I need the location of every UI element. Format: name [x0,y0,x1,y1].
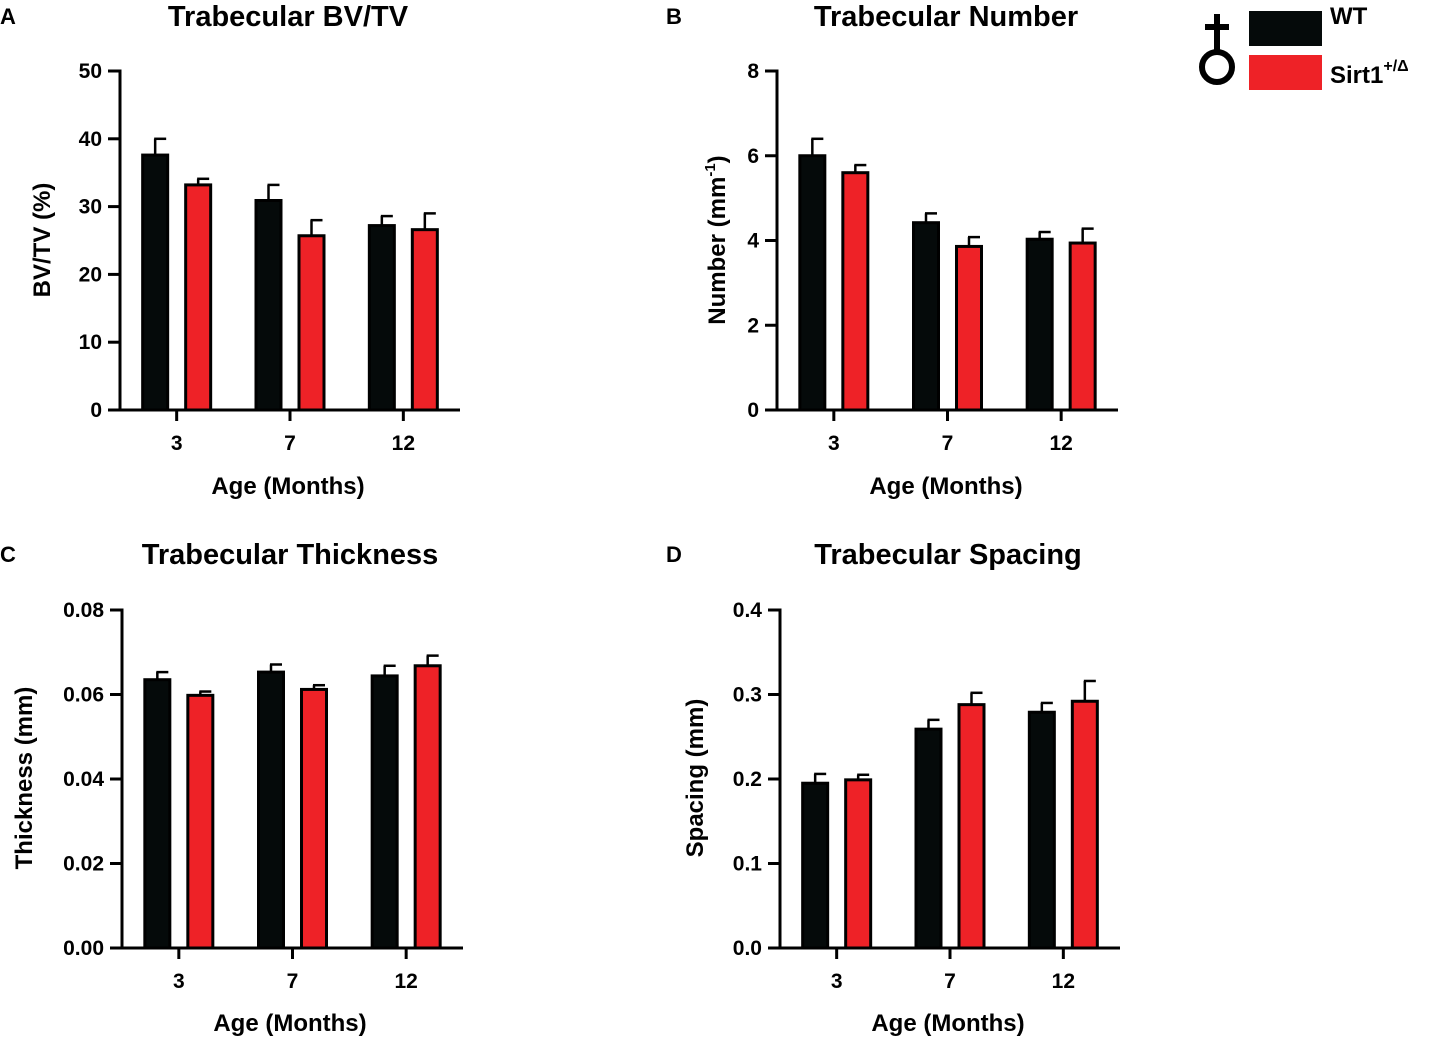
x-tick-label: 3 [831,970,843,993]
bar [186,693,215,950]
bar [1070,699,1099,950]
y-tick-label: 0.3 [733,684,762,707]
bar [798,154,827,412]
x-tick-label: 7 [284,432,296,455]
panel-c: C Trabecular Thickness Thickness (mm) Ag… [0,539,463,1037]
panel-letter: B [666,4,682,29]
x-tick-label: 3 [173,970,185,993]
legend-label-sirt1-superscript: +/Δ [1383,58,1408,75]
y-axis-label: Spacing (mm) [682,699,709,858]
bar [370,674,399,950]
y-tick-label: 2 [747,314,759,337]
x-tick-label: 7 [944,970,956,993]
bar [912,221,940,412]
bar [844,778,873,950]
chart-title: Trabecular Thickness [142,539,439,571]
x-tick-label: 3 [171,432,183,455]
y-tick-label: 0.02 [63,853,104,876]
chart-title: Trabecular Number [814,1,1078,33]
x-axis-label: Age (Months) [213,1010,366,1037]
chart-marks: 0.00 0.02 0.04 0.06 0.08 3 7 12 [63,599,463,993]
y-axis-label-superscript: -1 [702,163,719,176]
x-tick-label: 12 [392,432,415,455]
y-tick-label: 30 [79,196,102,219]
female-symbol-icon [1199,14,1235,85]
y-axis-label-main: Number (mm [704,177,731,325]
legend-label-sirt1-main: Sirt1 [1330,62,1383,89]
bar [410,228,439,412]
x-tick-label: 12 [1052,970,1075,993]
y-axis-label: BV/TV (%) [29,183,56,298]
panel-letter: D [666,542,682,567]
y-tick-label: 0 [747,399,759,422]
y-tick-label: 4 [747,230,759,253]
legend: WT Sirt1+/Δ [1199,3,1409,90]
panel-letter: C [0,542,16,567]
chart-title: Trabecular BV/TV [168,1,409,33]
y-tick-label: 50 [79,60,102,83]
x-tick-label: 12 [1049,432,1072,455]
panel-letter: A [0,4,16,29]
legend-swatch-sirt1 [1249,55,1322,90]
x-tick-label: 7 [287,970,299,993]
chart-marks: 0 2 4 6 8 3 7 12 [747,60,1118,455]
y-tick-label: 0.2 [733,768,762,791]
bar [1025,237,1054,412]
y-tick-label: 0 [90,399,102,422]
y-axis-label: Thickness (mm) [11,687,38,870]
y-tick-label: 0.06 [63,684,104,707]
x-axis-label: Age (Months) [869,473,1022,500]
y-tick-label: 6 [747,145,759,168]
y-tick-label: 0.0 [733,937,762,960]
bar [413,664,442,950]
x-axis-label: Age (Months) [211,473,364,500]
chart-marks: 0.0 0.1 0.2 0.3 0.4 3 7 12 [733,599,1120,993]
bar [254,198,283,412]
bar [841,171,870,412]
panel-a: A Trabecular BV/TV BV/TV (%) Age (Months… [0,1,460,500]
bar [914,727,943,950]
y-tick-label: 0.00 [63,937,104,960]
bar [257,670,285,950]
y-tick-label: 0.1 [733,853,763,876]
x-tick-label: 12 [394,970,417,993]
y-tick-label: 10 [79,331,102,354]
bar [801,781,830,950]
bar [297,234,326,412]
bar [141,153,170,412]
y-tick-label: 20 [79,263,102,286]
bar [1068,241,1097,412]
x-tick-label: 7 [942,432,954,455]
panel-b: B Trabecular Number Number (mm-1) Age (M… [666,1,1118,500]
y-tick-label: 0.08 [63,599,104,622]
y-tick-label: 40 [79,128,102,151]
chart-title: Trabecular Spacing [814,539,1082,571]
panel-d: D Trabecular Spacing Spacing (mm) Age (M… [666,539,1120,1037]
x-axis-label: Age (Months) [871,1010,1024,1037]
bar [184,183,213,412]
bar [957,703,986,950]
bar [367,224,396,412]
y-axis-label: Number (mm-1) [702,155,731,324]
x-tick-label: 3 [828,432,840,455]
y-tick-label: 8 [747,60,759,83]
bar [955,244,983,412]
bar [300,687,328,950]
legend-swatch-wt [1249,11,1322,46]
y-tick-label: 0.04 [63,768,104,791]
legend-label-sirt1: Sirt1+/Δ [1330,58,1409,89]
y-tick-label: 0.4 [733,599,763,622]
bar [1027,710,1056,950]
bar [143,678,172,950]
chart-marks: 0 10 20 30 40 50 3 7 12 [79,60,460,455]
y-axis-label-end: ) [704,155,731,163]
legend-label-wt: WT [1330,3,1368,30]
